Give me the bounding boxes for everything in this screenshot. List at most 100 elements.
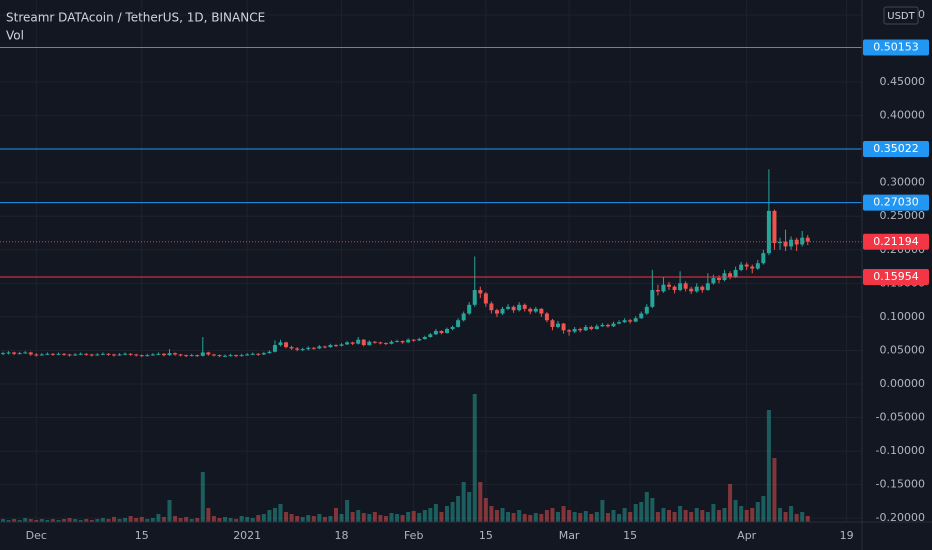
candle-body	[217, 355, 222, 357]
volume-bar	[478, 482, 483, 522]
candle-body	[406, 339, 411, 343]
volume-bar	[378, 515, 383, 522]
volume-bar	[356, 510, 361, 522]
candle-body	[422, 337, 427, 340]
candle-body	[755, 263, 760, 269]
volume-bar	[755, 502, 760, 522]
x-tick-label: 2021	[233, 529, 261, 542]
candle-body	[300, 349, 305, 351]
candle-body	[195, 355, 200, 357]
candle-body	[100, 353, 105, 355]
volume-bar	[361, 513, 366, 522]
volume-bar	[184, 517, 189, 522]
candle-body	[794, 239, 799, 245]
volume-bar	[306, 515, 311, 522]
volume-bar	[728, 484, 733, 522]
candle-body	[256, 353, 261, 355]
level-badge	[863, 268, 929, 285]
y-tick-label: 0	[918, 8, 925, 21]
volume-bar	[178, 518, 183, 522]
candle-body	[211, 354, 216, 356]
candle-body	[328, 345, 333, 348]
volume-bar	[128, 516, 133, 522]
volume-bar	[234, 519, 239, 522]
candle-body	[389, 341, 394, 344]
candle-body	[306, 347, 311, 350]
candle-body	[600, 324, 605, 327]
level-badge	[863, 194, 929, 211]
candle-body	[128, 353, 133, 355]
volume-bar	[789, 506, 794, 522]
candle-body	[356, 339, 361, 344]
candle-body	[494, 310, 499, 314]
candle-body	[150, 354, 155, 356]
volume-bar	[350, 512, 355, 522]
candle-body	[134, 354, 139, 356]
currency-badge[interactable]	[883, 6, 919, 25]
volume-bar	[572, 512, 577, 522]
volume-bar	[433, 504, 438, 522]
candle-body	[6, 352, 11, 354]
candle-body	[594, 326, 599, 329]
volume-bar	[711, 504, 716, 522]
level-label: 0.21194	[873, 235, 919, 248]
candle-body	[539, 308, 544, 314]
volume-bar	[123, 518, 128, 522]
candle-body	[395, 341, 400, 343]
volume-bar	[389, 513, 394, 522]
candle-body	[278, 342, 283, 346]
candle-body	[334, 345, 338, 347]
volume-bar	[161, 517, 166, 522]
candle-body	[783, 241, 788, 247]
volume-bar	[700, 510, 705, 522]
candle-body	[145, 355, 150, 357]
y-tick-label: 0.40000	[880, 109, 926, 122]
volume-bar	[289, 514, 294, 522]
x-tick-label: Dec	[26, 529, 47, 542]
chart-title: Streamr DATAcoin / TetherUS, 1D, BINANCE	[6, 11, 265, 25]
x-tick-label: 18	[335, 529, 349, 542]
volume-bar	[383, 516, 388, 522]
volume-bar	[761, 496, 766, 522]
volume-bar	[28, 519, 33, 522]
candle-body	[711, 277, 716, 284]
volume-bar	[544, 510, 549, 522]
volume-bar	[633, 504, 638, 522]
volume-bar	[84, 519, 89, 522]
volume-bar	[617, 514, 622, 522]
volume-bar	[145, 519, 150, 522]
volume-bar	[500, 508, 505, 522]
candle-body	[472, 290, 477, 305]
volume-bar	[655, 512, 660, 522]
candle-body	[500, 308, 505, 314]
volume-bar	[67, 518, 72, 522]
candle-body	[705, 283, 710, 291]
y-tick-label: -0.15000	[876, 478, 925, 491]
volume-bar	[150, 518, 155, 522]
volume-bar	[17, 520, 22, 522]
volume-bar	[628, 512, 633, 522]
volume-bar	[694, 508, 699, 522]
volume-bar	[34, 520, 39, 522]
candle-body	[106, 353, 111, 355]
volume-bar	[217, 518, 222, 522]
candle-body	[528, 308, 533, 312]
volume-bar	[12, 519, 17, 522]
x-tick-label: Feb	[404, 529, 423, 542]
volume-bar	[95, 519, 100, 522]
candle-body	[73, 354, 78, 356]
candle-body	[433, 330, 438, 335]
candle-body	[567, 330, 572, 332]
candle-body	[628, 320, 633, 322]
candle-body	[655, 290, 660, 292]
volume-bar	[223, 517, 227, 522]
volume-bar	[195, 518, 200, 522]
volume-bar	[334, 508, 338, 522]
candle-body	[605, 324, 610, 327]
volume-bar	[605, 513, 610, 522]
volume-bar	[411, 511, 416, 522]
volume-bar	[750, 508, 755, 522]
level-badge	[863, 39, 929, 56]
candle-body	[694, 286, 699, 292]
candle-body	[156, 353, 161, 355]
